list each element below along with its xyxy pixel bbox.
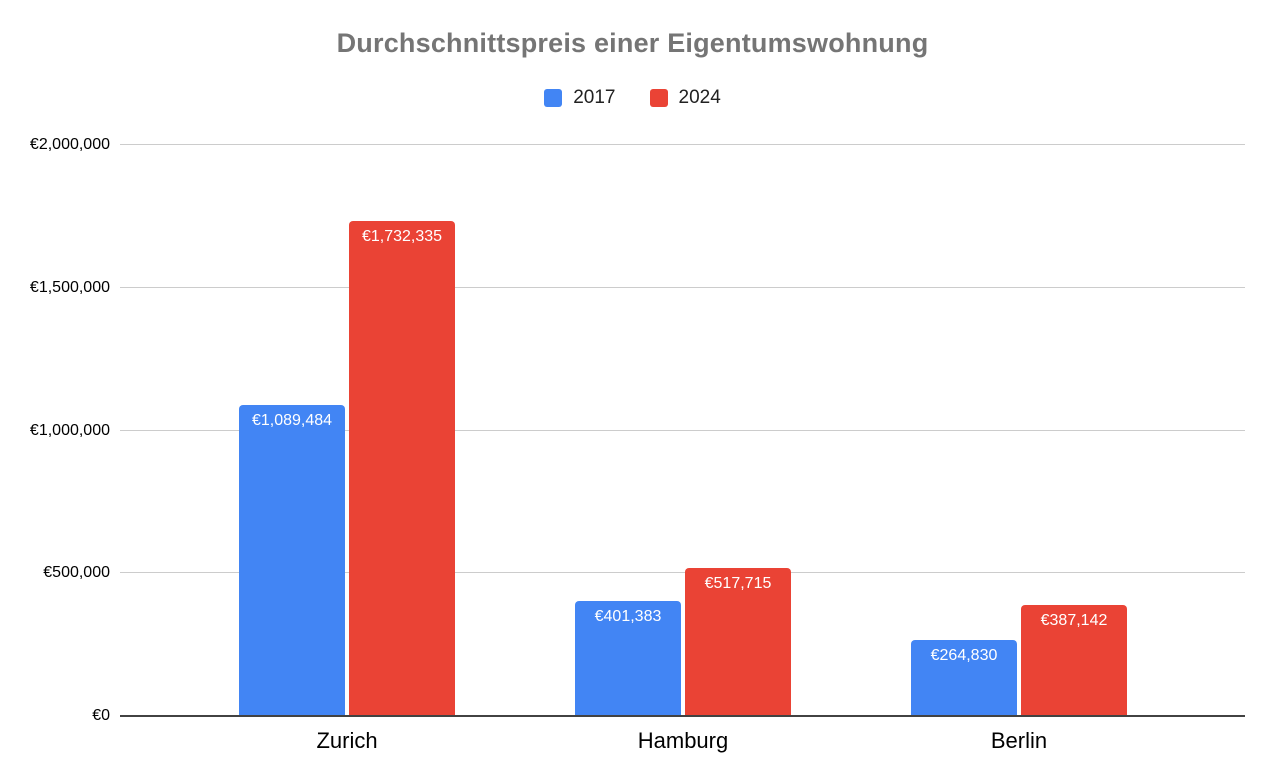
bar-2024-hamburg: €517,715 xyxy=(685,568,791,716)
bar-group-berlin: €264,830 €387,142 Berlin xyxy=(851,145,1187,753)
bar-value-label: €1,732,335 xyxy=(361,228,443,246)
bar-value-label: €264,830 xyxy=(930,647,998,665)
bar-2017-berlin: €264,830 xyxy=(911,640,1017,716)
y-tick-label: €1,500,000 xyxy=(29,278,110,296)
bar-value-label: €401,383 xyxy=(594,608,662,626)
bar-group-hamburg: €401,383 €517,715 Hamburg xyxy=(515,145,851,753)
gridline xyxy=(120,429,1245,431)
bars-region: €1,089,484 €1,732,335 Zurich €401,383 €517,7… xyxy=(179,145,1187,753)
bar-group-zurich: €1,089,484 €1,732,335 Zurich xyxy=(179,145,515,753)
gridline xyxy=(120,572,1245,574)
chart-title: Durchschnittspreis einer Eigentumswohnun… xyxy=(336,28,929,58)
category-label-hamburg: Hamburg xyxy=(637,728,729,753)
chart-legend: 2017 2024 xyxy=(0,87,1265,109)
category-label-berlin: Berlin xyxy=(990,728,1048,753)
y-tick-label: €500,000 xyxy=(43,564,110,582)
bar-2024-berlin: €387,142 xyxy=(1021,605,1127,716)
square-swatch-icon xyxy=(544,89,563,107)
legend-item-2017: 2017 xyxy=(544,87,616,109)
bar-value-label: €517,715 xyxy=(704,575,772,593)
y-tick-label: €2,000,000 xyxy=(29,136,110,153)
bar-2017-hamburg: €401,383 xyxy=(575,601,681,716)
bar-2024-zurich: €1,732,335 xyxy=(349,221,455,716)
x-axis-baseline xyxy=(120,715,1245,717)
bar-2017-zurich: €1,089,484 xyxy=(239,404,345,716)
gridline xyxy=(120,144,1245,145)
legend-label: 2017 xyxy=(573,87,616,108)
y-tick-label: €1,000,000 xyxy=(29,421,110,439)
bar-value-label: €387,142 xyxy=(1040,612,1108,630)
square-swatch-icon xyxy=(649,89,668,107)
gridline xyxy=(120,286,1245,288)
plot-area: €0 €500,000 €1,000,000 €1,500,000 €2,000,000… xyxy=(30,136,1245,753)
bar-value-label: €1,089,484 xyxy=(251,411,333,429)
legend-item-2024: 2024 xyxy=(649,87,721,109)
y-tick-label: €0 xyxy=(92,707,110,724)
legend-label: 2024 xyxy=(678,87,721,108)
category-label-zurich: Zurich xyxy=(316,728,378,753)
